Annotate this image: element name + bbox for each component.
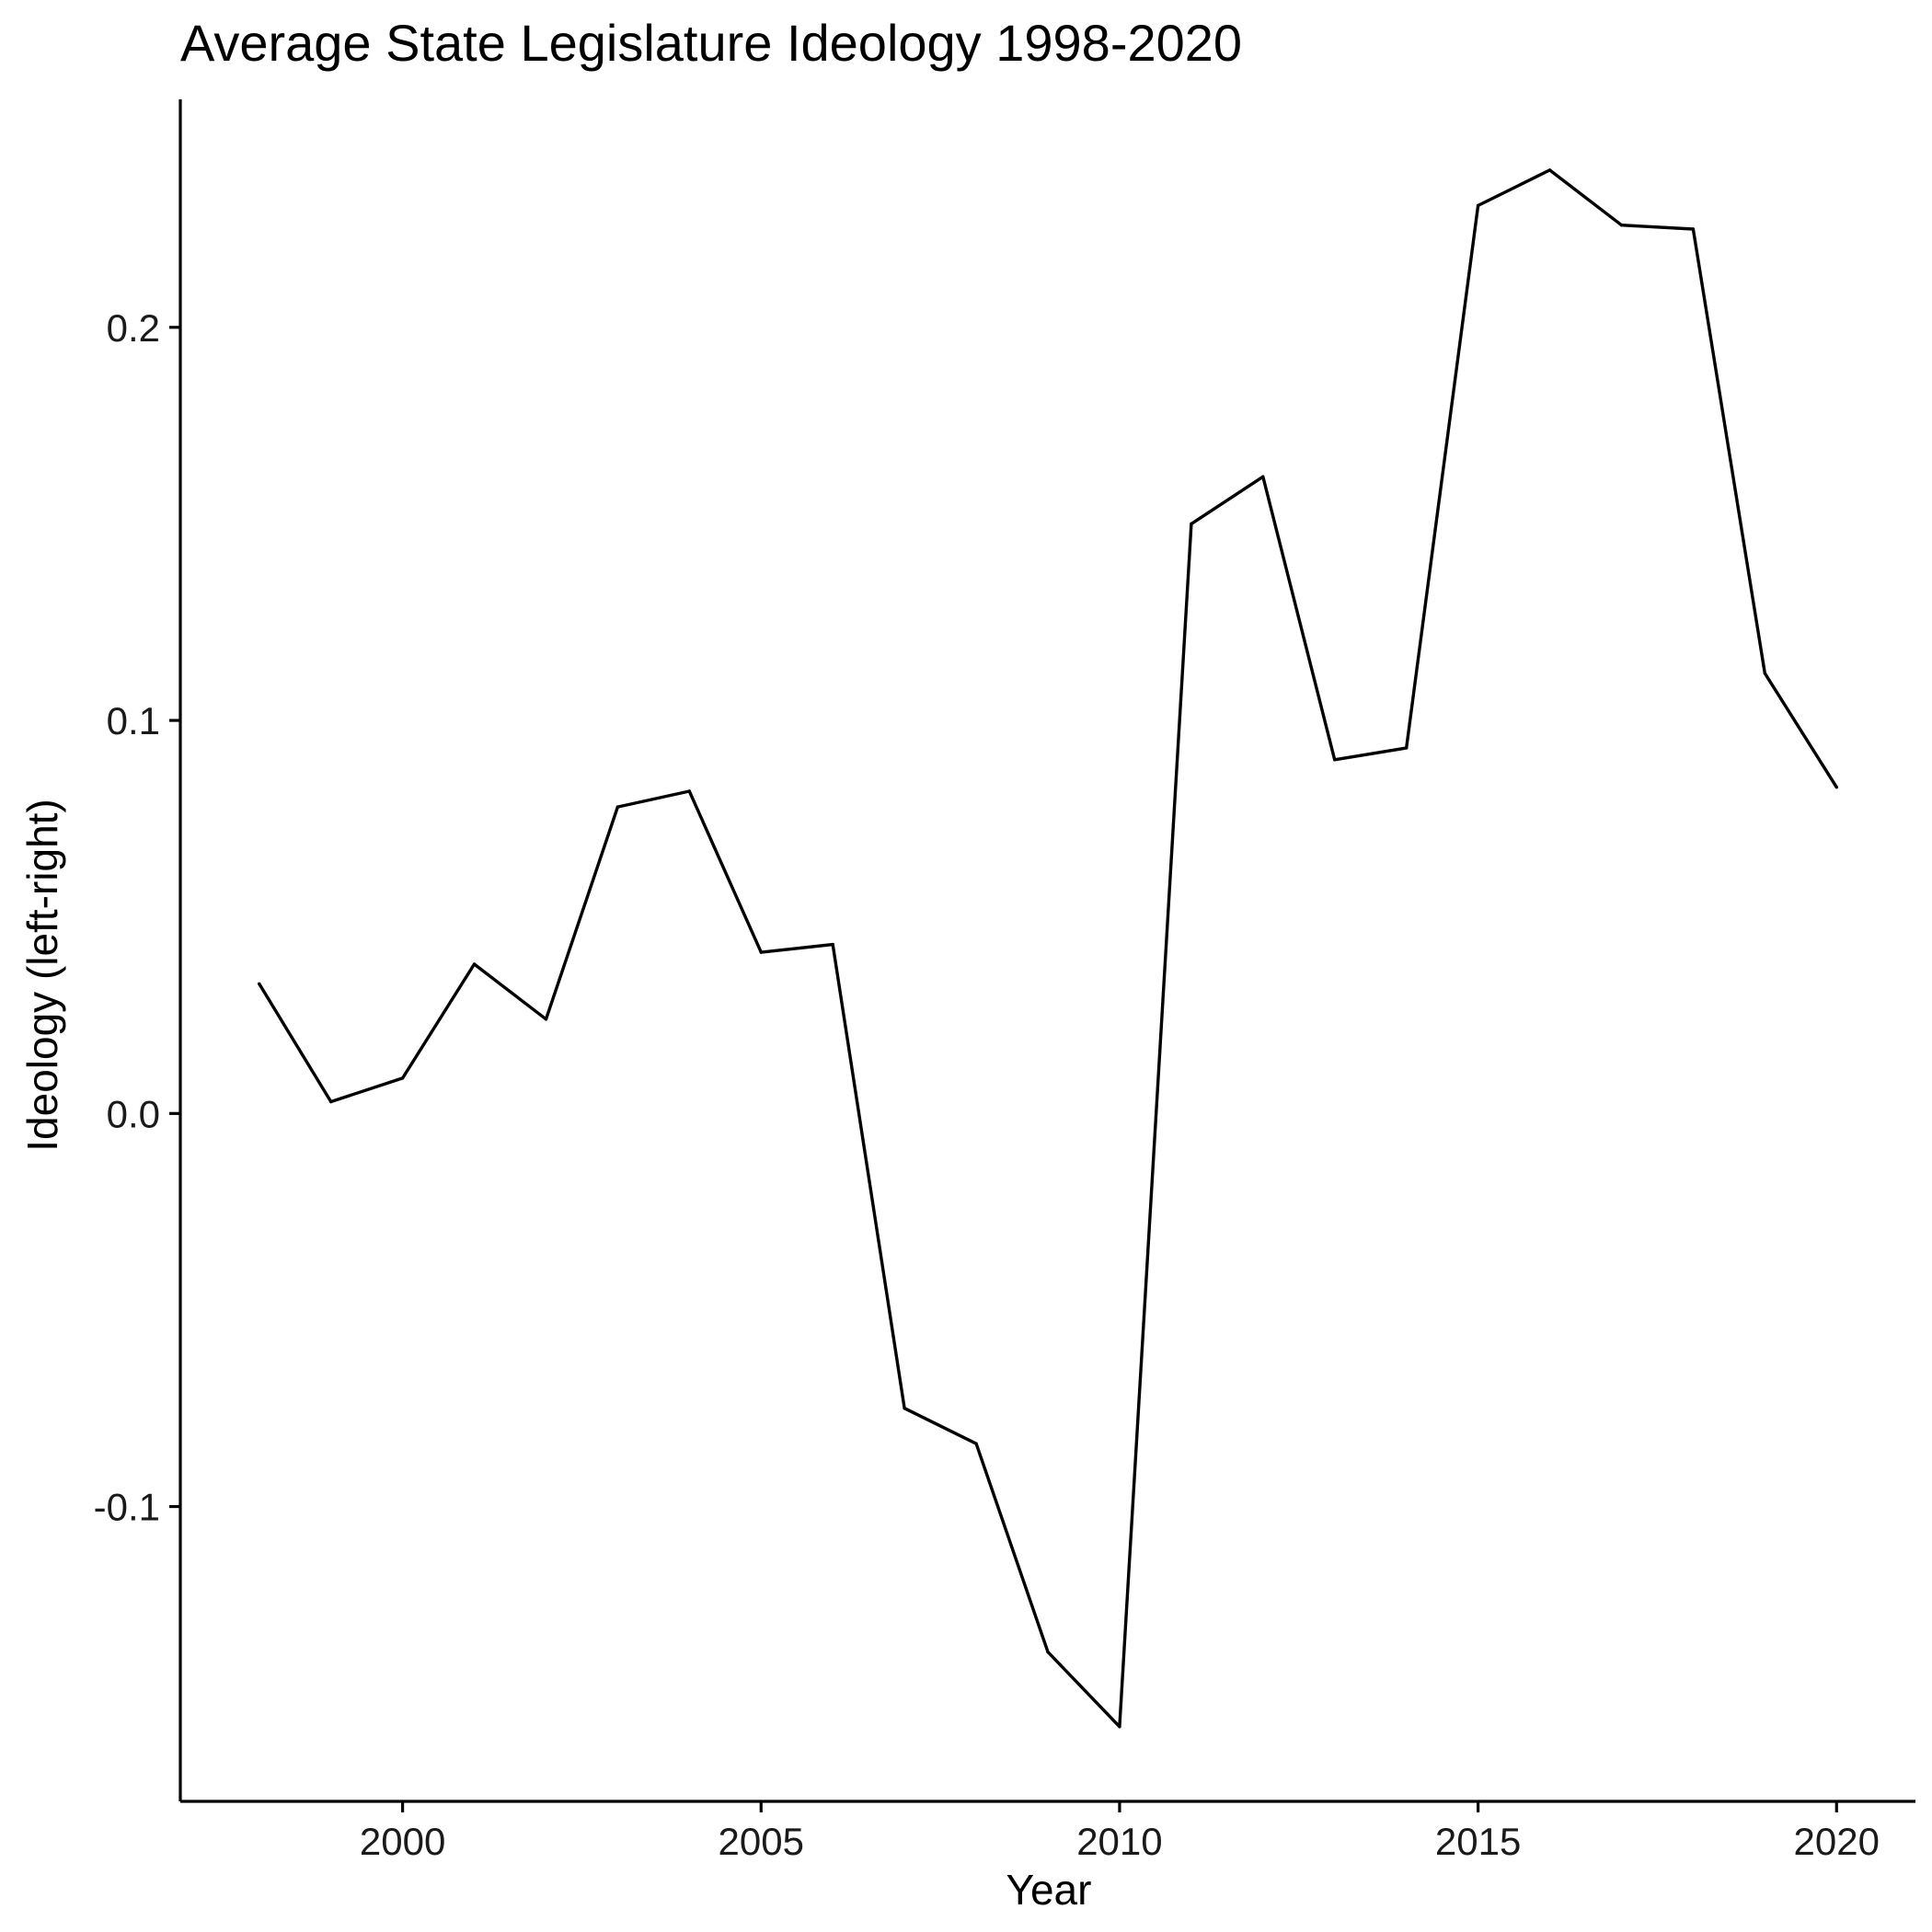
chart-title: Average State Legislature Ideology 1998-… <box>180 14 1242 72</box>
x-tick-label: 2015 <box>1435 1820 1521 1863</box>
data-point <box>1333 758 1337 762</box>
x-tick-label: 2000 <box>360 1820 445 1863</box>
data-point <box>759 950 763 954</box>
data-point <box>1763 672 1767 675</box>
data-point <box>1261 475 1265 478</box>
series-line <box>258 168 1838 1729</box>
data-point <box>903 1407 906 1410</box>
y-tick-label: -0.1 <box>94 1486 160 1529</box>
data-point <box>974 1442 978 1445</box>
y-tick-label: 0.1 <box>107 699 160 742</box>
data-point <box>831 942 834 947</box>
data-point <box>544 1018 548 1021</box>
data-point <box>615 805 620 809</box>
data-point <box>472 962 477 966</box>
x-axis-label: Year <box>1006 1866 1092 1914</box>
x-tick-label: 2020 <box>1794 1820 1880 1863</box>
data-point <box>258 982 261 986</box>
x-axis-ticks: 2000 2005 2010 2015 2020 <box>360 1801 1880 1863</box>
data-point <box>1118 1725 1121 1729</box>
y-axis-ticks: -0.1 0.0 0.1 0.2 <box>94 306 180 1529</box>
data-point <box>1404 746 1409 750</box>
x-tick-label: 2010 <box>1076 1820 1162 1863</box>
data-point <box>1476 203 1480 208</box>
data-point <box>1547 168 1552 172</box>
data-point <box>1619 224 1624 227</box>
data-point <box>687 789 692 793</box>
data-point <box>1190 522 1193 526</box>
y-tick-label: 0.2 <box>107 306 160 350</box>
series-group <box>258 168 1838 1729</box>
data-point <box>328 1099 333 1104</box>
y-axis-label: Ideology (left-right) <box>18 799 66 1152</box>
data-point <box>400 1076 405 1080</box>
x-tick-label: 2005 <box>719 1820 804 1863</box>
y-tick-label: 0.0 <box>107 1092 160 1135</box>
data-point <box>1834 785 1838 789</box>
data-point <box>1046 1650 1050 1654</box>
data-point <box>1691 227 1696 231</box>
